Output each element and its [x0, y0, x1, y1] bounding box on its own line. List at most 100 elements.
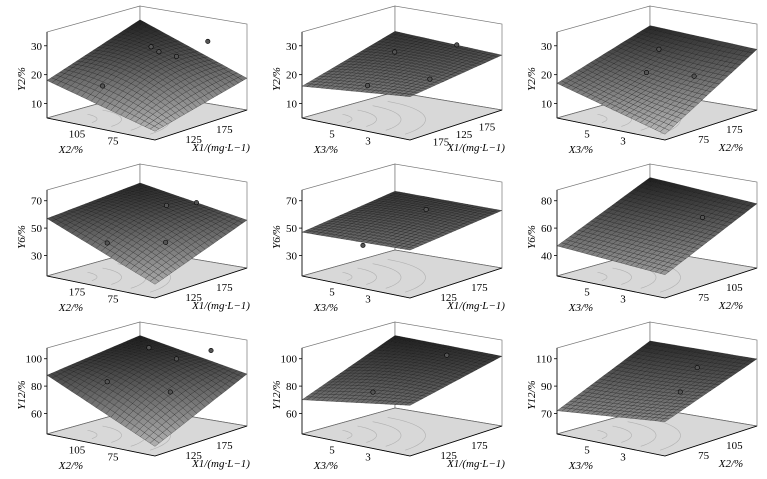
left-axis-tick-label: 5 [329, 128, 335, 140]
right-axis-tick-label: 175 [479, 122, 496, 134]
data-point [156, 49, 162, 55]
z-tick-label: 10 [541, 99, 553, 111]
z-tick-label: 30 [31, 41, 43, 53]
right-axis-tick-label: 175 [433, 137, 450, 149]
data-point [427, 76, 433, 82]
floor-contour [87, 114, 98, 123]
surface-mesh [46, 19, 248, 132]
left-axis-tick-label: 3 [365, 294, 371, 306]
data-point [100, 83, 106, 89]
data-point [694, 365, 700, 371]
right-axis-label: X1/(mg·L−1) [446, 300, 505, 312]
z-tick-label: 70 [286, 196, 298, 208]
left-axis-tick-label: 3 [365, 452, 371, 464]
left-axis-label: X3/% [568, 460, 593, 472]
floor-contour [372, 105, 402, 131]
right-axis-label: X2/% [718, 300, 743, 312]
z-tick-label: 60 [31, 408, 43, 420]
data-point [370, 389, 376, 395]
left-axis-tick-label: 3 [620, 452, 626, 464]
z-tick-label: 30 [286, 250, 298, 262]
data-point [208, 348, 214, 354]
data-point [148, 44, 154, 50]
z-tick-label: 80 [541, 196, 553, 208]
right-axis-label: X1/(mg·L−1) [191, 300, 250, 312]
data-point [173, 53, 179, 59]
right-axis-tick-label: 175 [216, 282, 233, 294]
left-axis-label: X3/% [313, 460, 338, 472]
left-axis-tick-label: 175 [69, 286, 86, 298]
left-axis-tick-label: 75 [108, 136, 120, 148]
left-axis-tick-label: 105 [69, 128, 86, 140]
z-tick-label: 100 [26, 354, 43, 366]
right-axis-label: X1/(mg·L−1) [191, 458, 250, 470]
z-tick-label: 10 [286, 99, 298, 111]
left-axis-label: X2/% [58, 144, 83, 156]
z-axis-label: Y6/% [526, 225, 538, 249]
data-point [360, 242, 366, 248]
floor-contour [342, 114, 353, 123]
right-axis-label: X2/% [718, 458, 743, 470]
data-point [423, 207, 429, 213]
z-tick-label: 20 [31, 70, 43, 82]
right-axis-label: X1/(mg·L−1) [446, 142, 505, 154]
right-axis-tick-label: 75 [698, 450, 710, 462]
left-axis-label: X3/% [568, 144, 593, 156]
left-axis-tick-label: 75 [108, 452, 120, 464]
left-axis-tick-label: 5 [584, 286, 590, 298]
right-axis-label: X1/(mg·L−1) [191, 142, 250, 154]
data-point [700, 214, 706, 220]
z-tick-label: 40 [541, 250, 553, 262]
z-tick-label: 60 [541, 223, 553, 235]
right-floor-axis [409, 109, 503, 141]
z-tick-label: 70 [31, 196, 43, 208]
z-tick-label: 30 [541, 41, 553, 53]
z-axis-label: Y6/% [16, 225, 28, 249]
data-point [677, 389, 683, 395]
right-axis-tick-label: 175 [216, 440, 233, 452]
left-axis-tick-label: 5 [584, 444, 590, 456]
z-tick-label: 50 [31, 223, 43, 235]
data-point [644, 70, 650, 76]
right-axis-label: X2/% [718, 142, 743, 154]
left-axis-tick-label: 75 [108, 294, 120, 306]
surface-mesh [556, 25, 758, 135]
z-tick-label: 80 [31, 381, 43, 393]
data-point [691, 73, 697, 79]
right-axis-tick-label: 125 [456, 129, 473, 141]
z-axis-label: Y12/% [271, 380, 283, 409]
right-axis-label: X1/(mg·L−1) [446, 458, 505, 470]
z-tick-label: 80 [286, 381, 298, 393]
left-axis-label: X2/% [58, 460, 83, 472]
z-axis-label: Y2/% [16, 67, 28, 91]
right-axis-tick-label: 175 [216, 124, 233, 136]
data-point [205, 38, 211, 44]
left-axis-label: X2/% [58, 302, 83, 314]
floor-contour [597, 114, 608, 123]
data-point [167, 389, 173, 395]
z-tick-label: 50 [286, 223, 298, 235]
floor-contour [387, 101, 426, 135]
left-axis-tick-label: 3 [620, 294, 626, 306]
z-axis-label: Y12/% [16, 380, 28, 409]
data-point [146, 345, 152, 351]
z-tick-label: 70 [541, 408, 553, 420]
data-point [173, 356, 179, 362]
z-axis-label: Y2/% [526, 67, 538, 91]
left-floor-axis [46, 117, 156, 141]
z-tick-label: 110 [536, 354, 553, 366]
data-point [104, 379, 110, 385]
left-axis-tick-label: 3 [620, 136, 626, 148]
data-point [392, 49, 398, 55]
left-axis-tick-label: 5 [329, 286, 335, 298]
right-axis-tick-label: 175 [726, 124, 743, 136]
z-axis-label: Y6/% [271, 225, 283, 249]
data-point [193, 200, 199, 206]
z-tick-label: 30 [31, 250, 43, 262]
